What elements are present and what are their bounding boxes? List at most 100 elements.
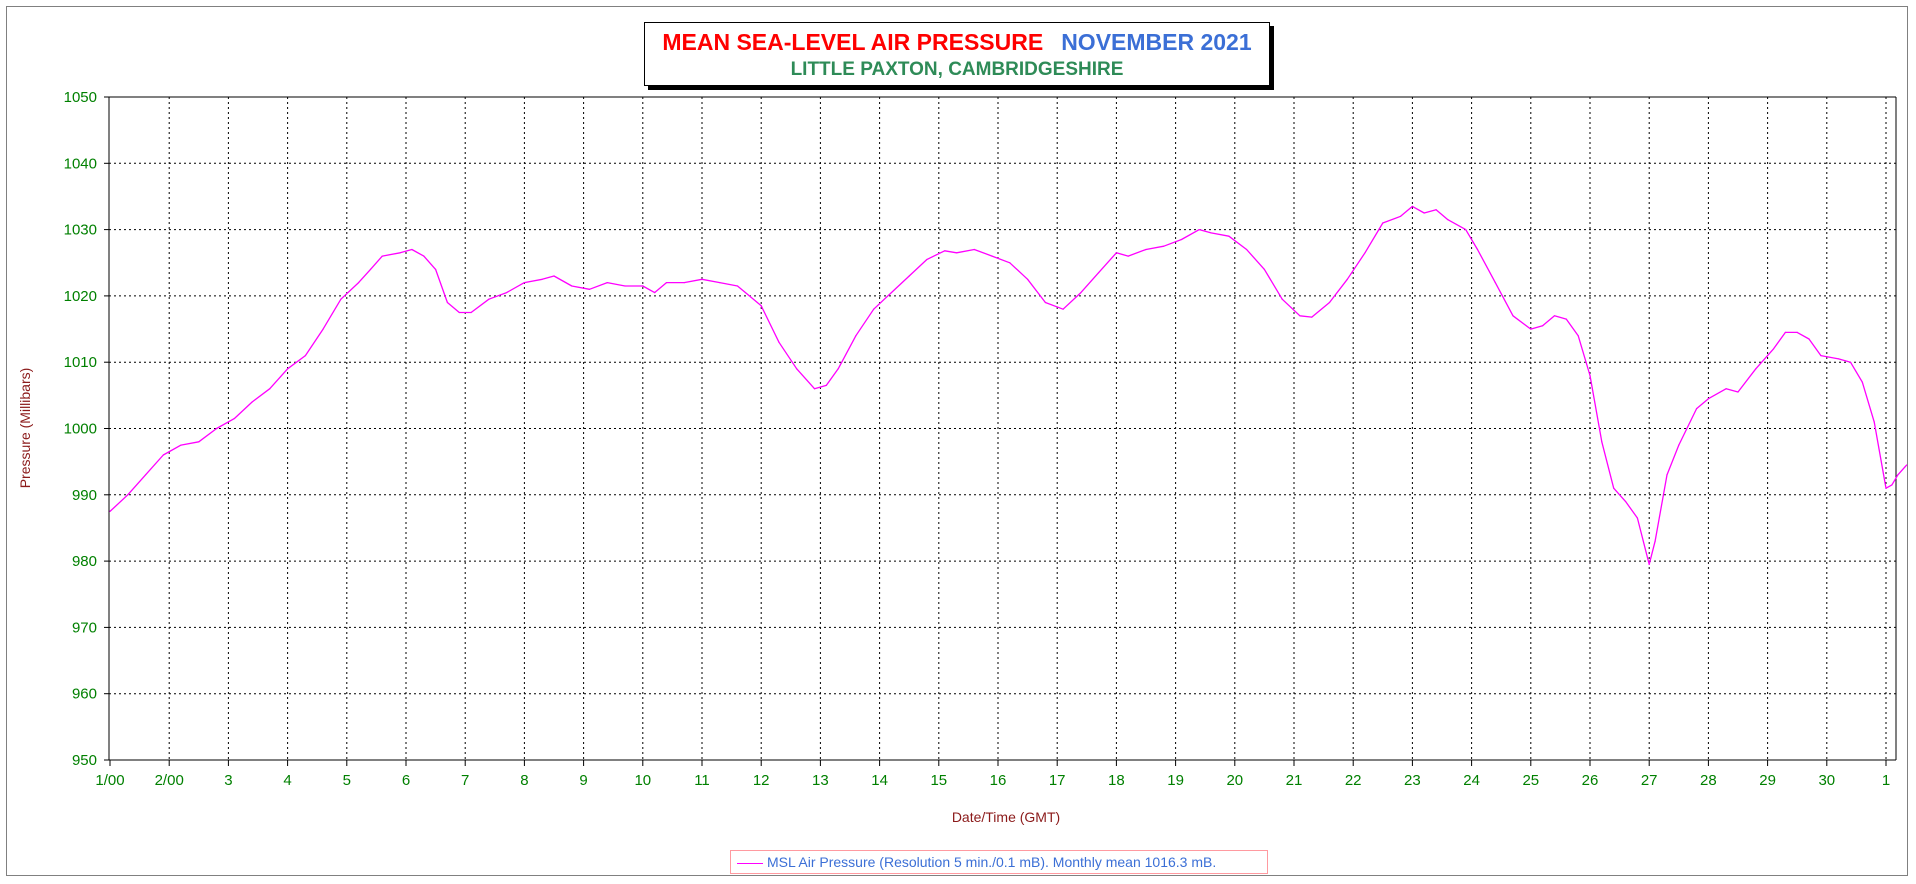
x-tick-label: 27 (1641, 772, 1658, 789)
series-point (1613, 487, 1615, 489)
series-point (796, 368, 798, 370)
x-tick-label: 18 (1108, 772, 1125, 789)
series-point (369, 268, 372, 270)
series-point (1838, 358, 1840, 360)
series-point (304, 354, 306, 357)
series-points (109, 205, 1908, 566)
series-line-msl-pressure (109, 205, 1908, 566)
series-point (127, 494, 129, 496)
series-point (1577, 335, 1579, 337)
series-point (1861, 381, 1863, 383)
series-point (1210, 232, 1212, 234)
series-point (446, 301, 449, 304)
series-point (1246, 248, 1248, 251)
series-point (1382, 222, 1384, 224)
series-point (1476, 248, 1479, 251)
series-point (458, 311, 460, 314)
series-point (215, 427, 218, 430)
x-tick-label: 11 (694, 772, 710, 789)
series-point (571, 285, 573, 287)
series-point (198, 441, 200, 443)
series-point (162, 454, 164, 456)
y-tick-label: 1030 (64, 222, 97, 239)
series-point (358, 282, 360, 284)
series-point (837, 368, 839, 370)
series-point (1737, 391, 1739, 393)
y-tick-label: 960 (72, 686, 97, 703)
series-point (991, 255, 993, 257)
y-tick-label: 1000 (64, 421, 97, 438)
series-point (233, 417, 235, 420)
x-tick-label: 1 (1882, 772, 1890, 789)
series-point (1009, 262, 1011, 264)
series-point (1080, 291, 1082, 294)
series-point (873, 308, 875, 310)
y-tick-label: 980 (72, 553, 97, 570)
series-point (1695, 408, 1698, 410)
series-point (908, 275, 910, 277)
x-tick-label: 28 (1700, 772, 1717, 789)
x-tick-label: 24 (1463, 772, 1480, 789)
series-point (1435, 209, 1437, 211)
x-tick-label: 13 (812, 772, 829, 789)
chart-subtitle: LITTLE PAXTON, CAMBRIDGESHIRE (790, 59, 1124, 80)
x-tick-label: 17 (1049, 772, 1066, 789)
series-point (1465, 229, 1467, 231)
series-point (1115, 252, 1117, 254)
series-point (399, 252, 401, 254)
series-point (269, 388, 271, 390)
series-point (1263, 268, 1265, 270)
series-point (955, 252, 958, 254)
series-point (1636, 517, 1638, 519)
series-point (1589, 374, 1591, 377)
series-point (1707, 398, 1709, 400)
series-point (1906, 464, 1908, 466)
series-point (1820, 354, 1822, 357)
series-point (1328, 301, 1331, 304)
y-tick-label: 1050 (64, 89, 97, 106)
x-tick-label: 5 (343, 772, 351, 789)
series-point (1494, 282, 1496, 284)
series-point (488, 298, 490, 300)
y-tick-label: 950 (72, 752, 97, 769)
series-point (1873, 421, 1875, 423)
series-point (470, 311, 472, 314)
series-point (1180, 238, 1183, 241)
series-point (1654, 540, 1656, 542)
x-tick-label: 7 (461, 772, 469, 789)
grid (104, 96, 1897, 766)
series-point (890, 291, 893, 294)
x-tick-label: 15 (930, 772, 947, 789)
x-tick-label: 2/00 (155, 772, 184, 789)
chart-frame (6, 6, 1908, 876)
series-point (1897, 474, 1899, 476)
x-tick-label: 19 (1167, 772, 1184, 789)
chart-title: MEAN SEA-LEVEL AIR PRESSURE (662, 29, 1044, 55)
series-point (1062, 308, 1064, 310)
y-tick-label: 1020 (64, 288, 97, 305)
series-point (553, 275, 555, 277)
x-tick-label: 23 (1404, 772, 1421, 789)
series-point (381, 255, 383, 257)
series-point (1772, 348, 1775, 350)
x-tick-label: 10 (634, 772, 651, 789)
chart-title-month: NOVEMBER 2021 (1061, 29, 1252, 55)
x-tick-label: 1/00 (95, 772, 124, 789)
series-point (411, 248, 413, 251)
series-point (1027, 278, 1029, 280)
series-point (926, 258, 928, 261)
series-point (1530, 328, 1532, 330)
series-point (1311, 316, 1313, 318)
series-point (1299, 315, 1301, 317)
series-point (423, 255, 425, 257)
series-point (1512, 315, 1514, 317)
series-point (1411, 205, 1413, 207)
series-point (1098, 272, 1100, 274)
series-point (506, 291, 508, 294)
x-tick-label: 22 (1345, 772, 1362, 789)
series-point (1755, 368, 1757, 370)
series-point (1849, 361, 1852, 363)
x-tick-label: 4 (283, 772, 291, 789)
series-point (654, 291, 656, 294)
series-point (1648, 563, 1650, 566)
